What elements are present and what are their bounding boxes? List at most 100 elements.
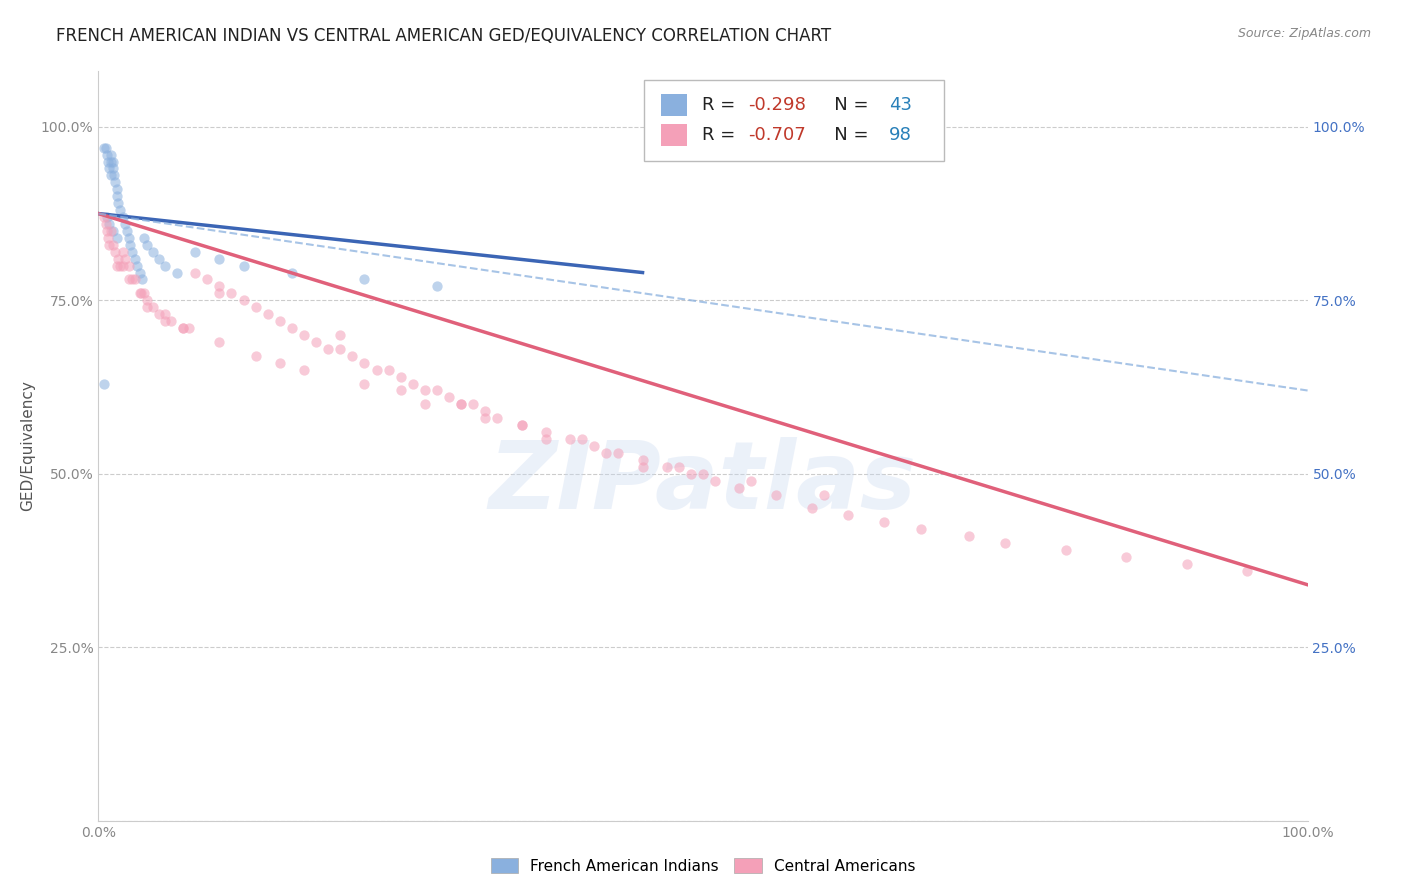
Point: [142, 300, 165, 314]
Point: [583, 439, 606, 453]
Point: [117, 224, 139, 238]
Point: [1236, 564, 1258, 578]
Point: [366, 362, 388, 376]
Point: [111, 244, 134, 259]
Point: [728, 481, 751, 495]
Point: [114, 252, 136, 266]
Point: [121, 244, 143, 259]
Point: [256, 307, 278, 321]
Point: [837, 508, 859, 523]
Point: [474, 404, 496, 418]
Point: [910, 522, 932, 536]
Point: [765, 487, 787, 501]
Point: [692, 467, 714, 481]
Point: [97, 154, 120, 169]
Point: [269, 314, 291, 328]
Point: [208, 252, 231, 266]
Point: [96, 210, 118, 224]
Point: [292, 362, 315, 376]
Point: [208, 286, 231, 301]
Point: [740, 474, 762, 488]
Point: [118, 259, 141, 273]
Point: [107, 252, 129, 266]
Text: ZIPatlas: ZIPatlas: [489, 437, 917, 530]
Point: [153, 307, 176, 321]
Text: -0.298: -0.298: [748, 96, 806, 114]
Point: [105, 182, 128, 196]
Point: [114, 217, 136, 231]
Text: 43: 43: [889, 96, 912, 114]
Point: [97, 231, 120, 245]
Point: [245, 300, 267, 314]
Point: [221, 286, 243, 301]
Point: [413, 397, 436, 411]
Point: [184, 244, 207, 259]
Point: [329, 342, 352, 356]
Point: [98, 237, 121, 252]
Point: [631, 459, 654, 474]
Point: [510, 418, 533, 433]
Point: [101, 161, 124, 176]
Point: [232, 259, 254, 273]
Point: [329, 328, 352, 343]
FancyBboxPatch shape: [661, 94, 688, 116]
Point: [450, 397, 472, 411]
Point: [558, 432, 581, 446]
Point: [292, 328, 315, 343]
FancyBboxPatch shape: [661, 124, 688, 146]
Point: [134, 286, 156, 301]
Point: [101, 237, 124, 252]
Point: [128, 266, 150, 280]
Point: [93, 210, 115, 224]
Point: [101, 224, 124, 238]
Point: [232, 293, 254, 308]
Point: [402, 376, 425, 391]
Point: [124, 272, 146, 286]
Text: N =: N =: [817, 126, 875, 144]
Point: [160, 314, 183, 328]
Point: [93, 376, 115, 391]
Point: [105, 259, 128, 273]
Point: [353, 356, 375, 370]
Point: [463, 397, 485, 411]
Point: [135, 237, 157, 252]
Point: [94, 217, 117, 231]
Point: [111, 210, 134, 224]
Point: [1175, 557, 1198, 571]
Point: [103, 169, 125, 183]
Point: [148, 252, 170, 266]
Point: [98, 161, 121, 176]
Point: [94, 141, 117, 155]
Point: [413, 384, 436, 398]
Point: [121, 272, 143, 286]
Point: [184, 266, 207, 280]
Point: [281, 266, 304, 280]
Point: [813, 487, 835, 501]
Point: [118, 231, 141, 245]
Text: 98: 98: [889, 126, 912, 144]
Point: [105, 231, 128, 245]
Point: [100, 154, 122, 169]
Point: [195, 272, 218, 286]
Point: [316, 342, 339, 356]
Point: [281, 321, 304, 335]
Point: [166, 266, 188, 280]
Point: [631, 453, 654, 467]
Point: [101, 154, 124, 169]
Point: [108, 259, 131, 273]
Point: [118, 272, 141, 286]
Point: [96, 147, 118, 161]
Point: [100, 224, 122, 238]
Point: [134, 231, 156, 245]
Point: [450, 397, 472, 411]
Point: [534, 432, 557, 446]
Point: [135, 293, 157, 308]
Point: [269, 356, 291, 370]
Point: [342, 349, 364, 363]
Text: R =: R =: [702, 126, 741, 144]
Point: [104, 244, 127, 259]
Point: [668, 459, 690, 474]
Point: [100, 169, 122, 183]
Point: [1115, 549, 1137, 564]
FancyBboxPatch shape: [644, 79, 943, 161]
